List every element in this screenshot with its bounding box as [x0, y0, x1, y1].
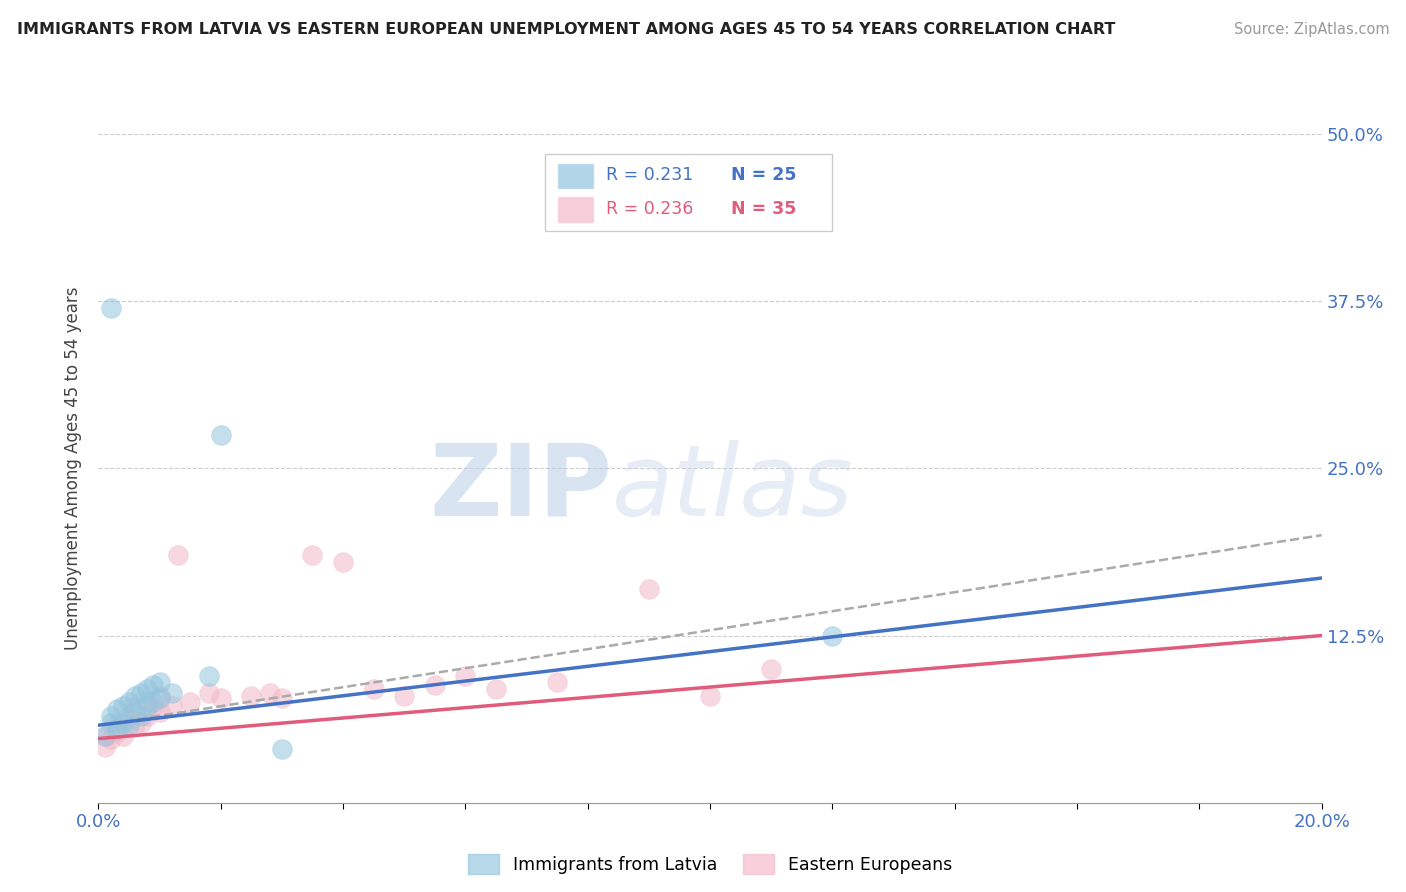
- Point: [111, 729, 134, 743]
- Point: [118, 708, 141, 723]
- Point: [124, 705, 146, 719]
- Point: [136, 699, 159, 714]
- Point: [142, 678, 165, 692]
- Point: [136, 681, 159, 696]
- Text: Source: ZipAtlas.com: Source: ZipAtlas.com: [1233, 22, 1389, 37]
- Point: [149, 691, 172, 706]
- Point: [105, 702, 128, 716]
- Point: [485, 681, 508, 696]
- Point: [363, 681, 385, 696]
- Text: atlas: atlas: [612, 440, 853, 537]
- Point: [149, 705, 172, 719]
- Point: [160, 686, 183, 700]
- Point: [93, 729, 115, 743]
- FancyBboxPatch shape: [546, 154, 832, 231]
- Point: [100, 731, 122, 746]
- Point: [105, 718, 128, 732]
- FancyBboxPatch shape: [557, 162, 593, 189]
- Point: [197, 686, 219, 700]
- Y-axis label: Unemployment Among Ages 45 to 54 years: Unemployment Among Ages 45 to 54 years: [65, 286, 83, 650]
- Point: [423, 678, 446, 692]
- Point: [197, 669, 219, 683]
- Point: [129, 708, 152, 723]
- Point: [124, 718, 146, 732]
- Point: [699, 689, 721, 703]
- Point: [160, 699, 183, 714]
- Point: [392, 689, 416, 703]
- Text: R = 0.231: R = 0.231: [606, 166, 693, 185]
- Point: [270, 691, 292, 706]
- Point: [136, 696, 159, 710]
- Point: [179, 696, 201, 710]
- Point: [759, 662, 782, 676]
- Point: [259, 686, 281, 700]
- Point: [118, 696, 141, 710]
- Text: N = 35: N = 35: [731, 200, 796, 218]
- Point: [240, 689, 263, 703]
- Point: [100, 708, 122, 723]
- Point: [136, 708, 159, 723]
- Point: [105, 723, 128, 737]
- Point: [100, 301, 122, 315]
- Text: IMMIGRANTS FROM LATVIA VS EASTERN EUROPEAN UNEMPLOYMENT AMONG AGES 45 TO 54 YEAR: IMMIGRANTS FROM LATVIA VS EASTERN EUROPE…: [17, 22, 1115, 37]
- Point: [105, 726, 128, 740]
- Point: [142, 696, 165, 710]
- Point: [118, 713, 141, 727]
- Legend: Immigrants from Latvia, Eastern Europeans: Immigrants from Latvia, Eastern European…: [461, 847, 959, 881]
- Point: [142, 702, 165, 716]
- Text: ZIP: ZIP: [429, 440, 612, 537]
- Point: [332, 555, 354, 569]
- Point: [149, 675, 172, 690]
- Point: [301, 548, 323, 563]
- Point: [93, 729, 115, 743]
- Point: [129, 715, 152, 730]
- Point: [93, 739, 115, 754]
- Point: [454, 669, 477, 683]
- Point: [129, 686, 152, 700]
- Point: [209, 428, 232, 442]
- Point: [124, 699, 146, 714]
- Point: [270, 742, 292, 756]
- Point: [149, 689, 172, 703]
- Point: [209, 691, 232, 706]
- Text: N = 25: N = 25: [731, 166, 796, 185]
- FancyBboxPatch shape: [557, 196, 593, 223]
- Point: [546, 675, 568, 690]
- Point: [111, 699, 134, 714]
- Point: [118, 718, 141, 732]
- Text: R = 0.236: R = 0.236: [606, 200, 693, 218]
- Point: [821, 628, 844, 642]
- Point: [100, 715, 122, 730]
- Point: [637, 582, 661, 596]
- Point: [167, 548, 190, 563]
- Point: [124, 689, 146, 703]
- Point: [111, 715, 134, 730]
